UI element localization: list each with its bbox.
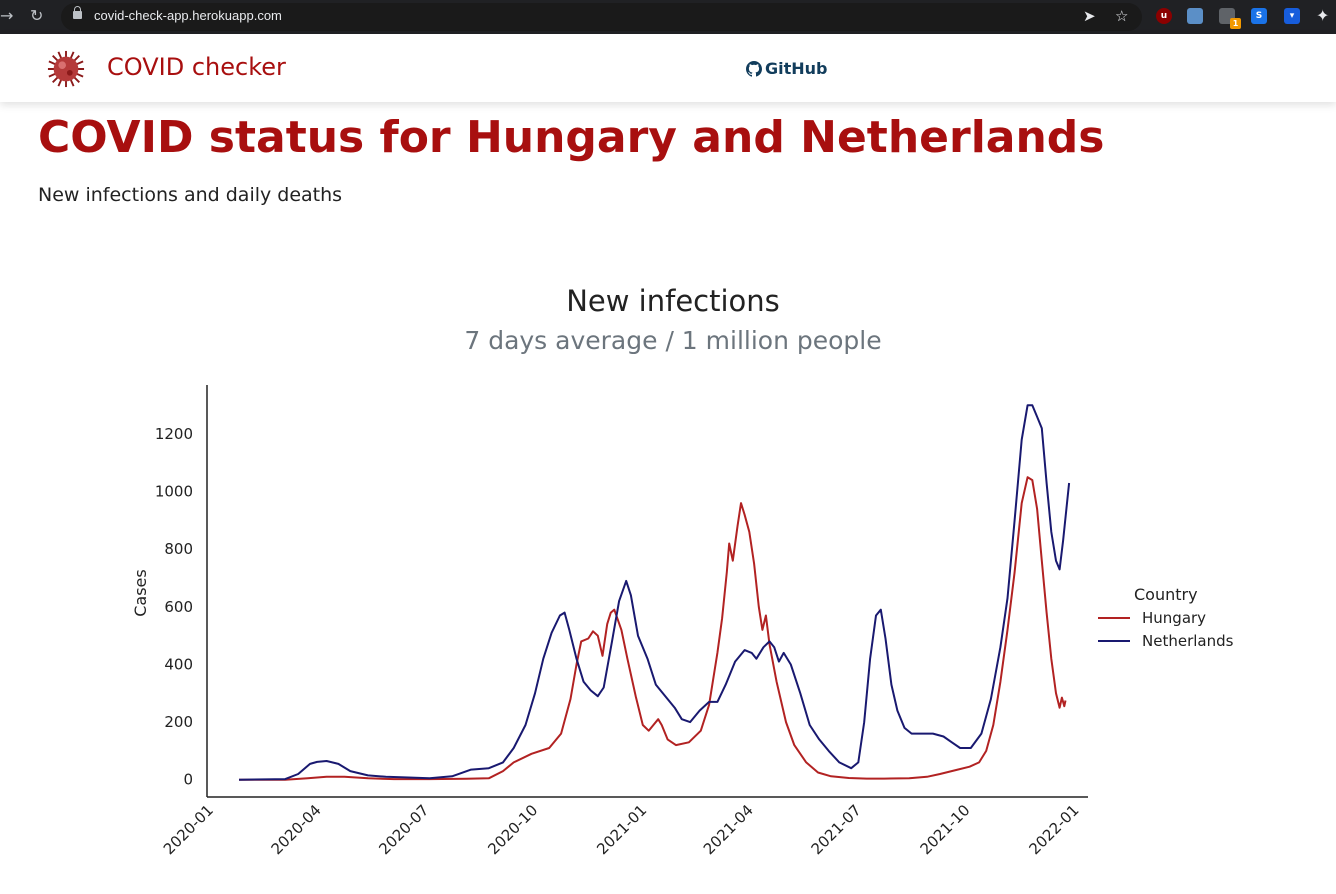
browser-toolbar: → ↻ covid-check-app.herokuapp.com ➤ ☆ u … xyxy=(0,0,1336,34)
chart-subtitle: 7 days average / 1 million people xyxy=(464,326,882,355)
brand-title[interactable]: COVID checker xyxy=(107,53,286,81)
x-tick-label: 2021-10 xyxy=(917,801,974,858)
extension-badge: 1 xyxy=(1230,18,1241,29)
series-line-hungary xyxy=(239,476,1067,781)
x-tick-label: 2020-04 xyxy=(268,801,325,858)
legend-label-netherlands: Netherlands xyxy=(1142,632,1234,650)
y-tick-label: 1000 xyxy=(155,483,193,501)
page-subtitle: New infections and daily deaths xyxy=(38,184,343,206)
y-tick-label: 400 xyxy=(164,655,193,673)
chart-title: New infections xyxy=(566,284,780,318)
page-title: COVID status for Hungary and Netherlands xyxy=(38,112,1105,163)
x-tick-label: 2020-10 xyxy=(484,801,541,858)
y-tick-label: 0 xyxy=(183,771,193,789)
extension-s-icon[interactable]: S xyxy=(1251,8,1267,24)
github-icon xyxy=(746,61,762,77)
ublock-extension-icon[interactable]: u xyxy=(1156,8,1172,24)
extensions-puzzle-icon[interactable]: ✦ xyxy=(1316,6,1330,25)
x-tick-label: 2020-01 xyxy=(160,801,217,858)
url-text: covid-check-app.herokuapp.com xyxy=(94,8,282,23)
github-link[interactable]: GitHub xyxy=(746,59,828,78)
y-tick-label: 800 xyxy=(164,540,193,558)
new-infections-chart: Cases Country 0 200 400 600 800 1000 1200 2020-… xyxy=(131,385,1234,858)
x-tick-label: 2021-07 xyxy=(808,801,865,858)
bookmark-star-icon[interactable]: ☆ xyxy=(1115,7,1129,25)
y-tick-label: 200 xyxy=(164,713,193,731)
forward-arrow-icon[interactable]: → xyxy=(0,6,14,25)
series-line-netherlands xyxy=(238,404,1071,781)
extension-map-icon[interactable] xyxy=(1187,8,1203,24)
send-tab-icon[interactable]: ➤ xyxy=(1083,7,1096,25)
y-axis-label: Cases xyxy=(131,569,150,617)
github-label: GitHub xyxy=(765,59,828,78)
y-tick-label: 1200 xyxy=(155,425,193,443)
x-tick-label: 2020-07 xyxy=(375,801,432,858)
bitwarden-shield-icon[interactable]: ▾ xyxy=(1284,8,1300,24)
reload-icon[interactable]: ↻ xyxy=(30,6,44,25)
x-tick-label: 2021-01 xyxy=(593,801,650,858)
lock-icon xyxy=(73,6,82,19)
address-bar[interactable]: covid-check-app.herokuapp.com ➤ ☆ xyxy=(61,3,1142,31)
x-tick-label: 2021-04 xyxy=(700,801,757,858)
legend-label-hungary: Hungary xyxy=(1142,609,1206,627)
x-tick-label: 2022-01 xyxy=(1025,801,1082,858)
app-navbar: COVID checker GitHub xyxy=(0,34,1336,102)
y-tick-label: 600 xyxy=(164,598,193,616)
virus-logo-icon[interactable] xyxy=(47,50,85,88)
legend-title: Country xyxy=(1134,585,1198,604)
